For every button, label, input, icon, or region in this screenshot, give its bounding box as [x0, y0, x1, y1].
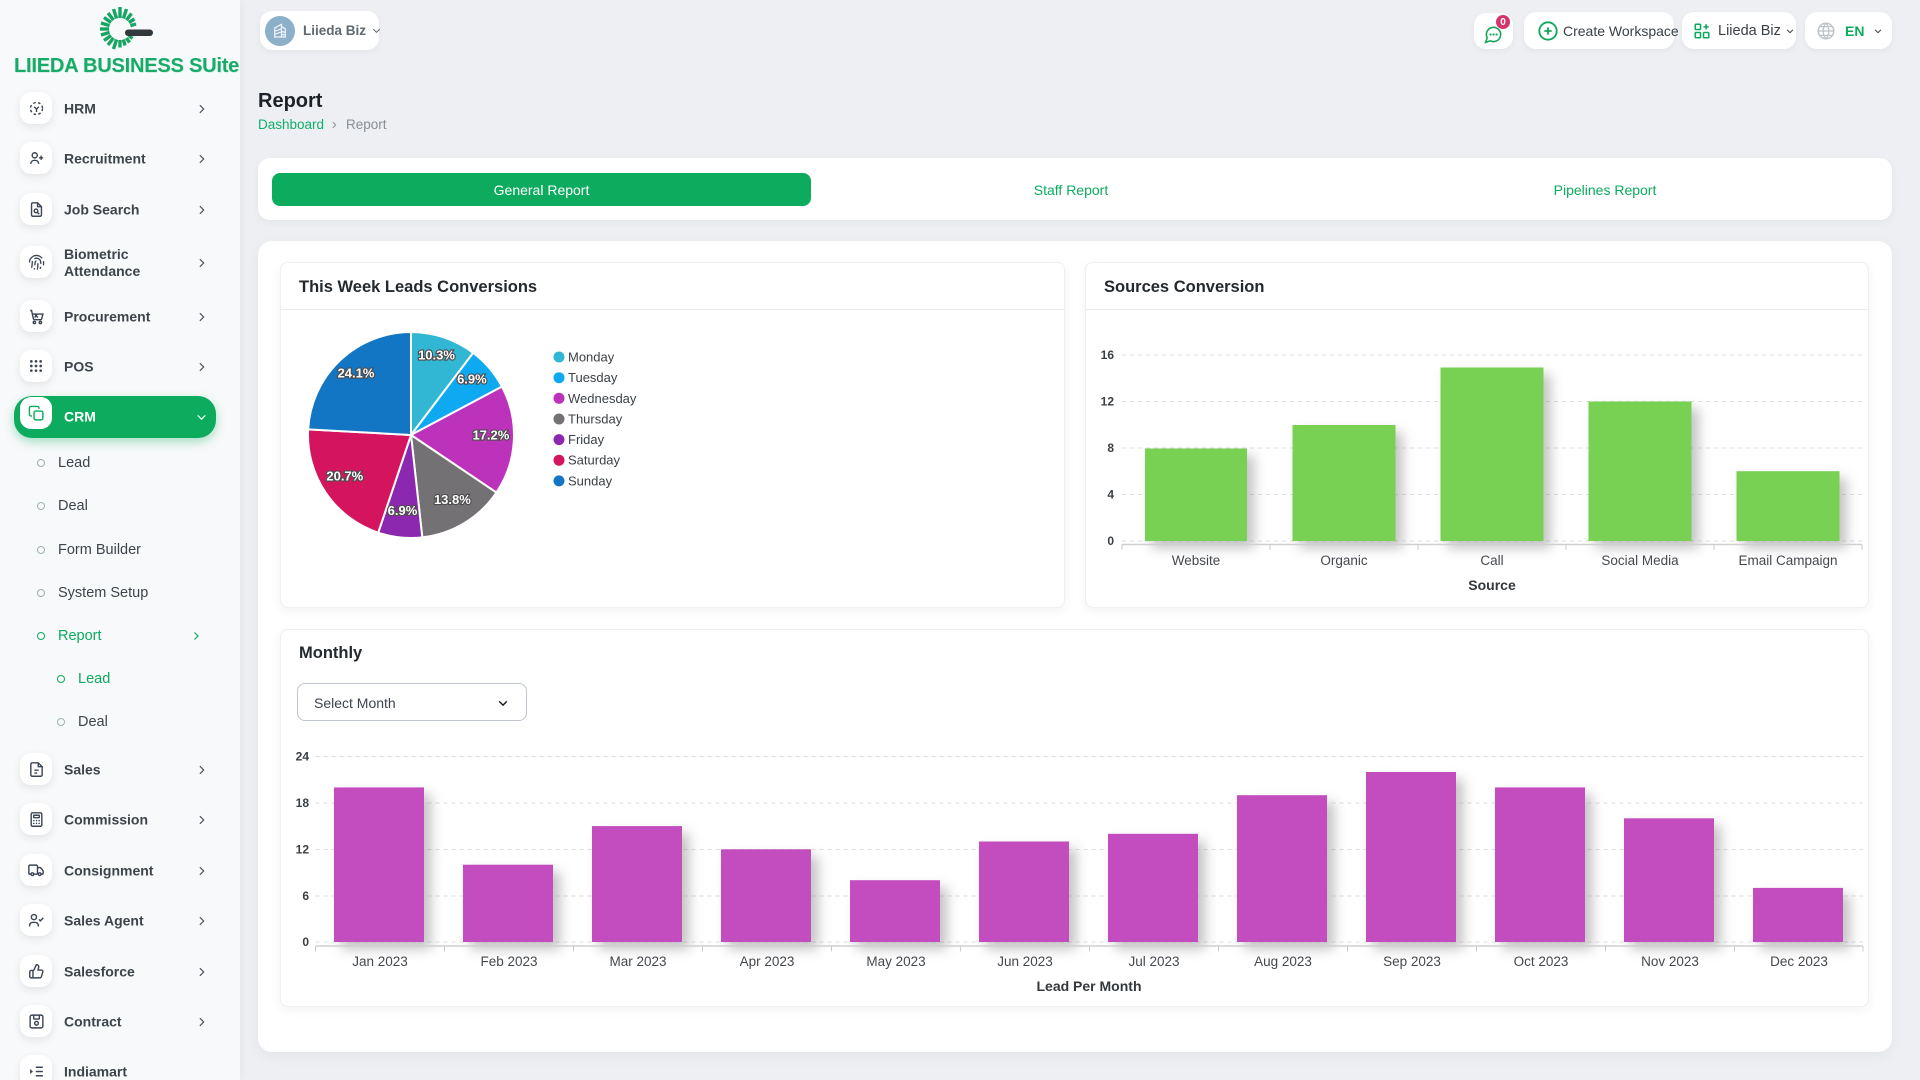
svg-text:Monday: Monday [568, 350, 615, 365]
svg-text:Feb 2023: Feb 2023 [480, 954, 537, 969]
svg-text:10.3%: 10.3% [418, 348, 455, 363]
svg-text:12: 12 [1101, 395, 1115, 409]
svg-text:13.8%: 13.8% [434, 492, 471, 507]
svg-text:Jul 2023: Jul 2023 [1128, 954, 1179, 969]
svg-text:Aug 2023: Aug 2023 [1254, 954, 1312, 969]
svg-text:4: 4 [1107, 488, 1114, 502]
svg-text:Lead Per Month: Lead Per Month [1036, 978, 1141, 994]
svg-text:Jun 2023: Jun 2023 [997, 954, 1053, 969]
svg-text:Social Media: Social Media [1601, 553, 1679, 568]
svg-text:Saturday: Saturday [568, 453, 621, 468]
svg-text:Website: Website [1172, 553, 1221, 568]
svg-text:0: 0 [1107, 534, 1114, 548]
svg-text:6.9%: 6.9% [388, 503, 418, 518]
svg-text:6.9%: 6.9% [457, 372, 487, 387]
svg-text:Organic: Organic [1320, 553, 1368, 568]
svg-text:Email Campaign: Email Campaign [1738, 553, 1837, 568]
svg-text:Mar 2023: Mar 2023 [609, 954, 666, 969]
svg-text:Sunday: Sunday [568, 473, 613, 488]
svg-text:May 2023: May 2023 [866, 954, 925, 969]
svg-text:20.7%: 20.7% [326, 468, 363, 483]
svg-text:0: 0 [302, 935, 309, 949]
svg-text:24.1%: 24.1% [338, 365, 375, 380]
svg-text:Tuesday: Tuesday [568, 370, 618, 385]
svg-text:Thursday: Thursday [568, 412, 623, 427]
svg-text:Wednesday: Wednesday [568, 391, 637, 406]
svg-text:6: 6 [302, 889, 309, 903]
svg-text:Source: Source [1468, 577, 1516, 593]
svg-text:Apr 2023: Apr 2023 [740, 954, 795, 969]
svg-text:Nov 2023: Nov 2023 [1641, 954, 1699, 969]
svg-text:Call: Call [1480, 553, 1503, 568]
svg-text:17.2%: 17.2% [472, 428, 509, 443]
svg-text:16: 16 [1101, 348, 1115, 362]
svg-text:Oct 2023: Oct 2023 [1514, 954, 1569, 969]
svg-text:18: 18 [296, 796, 310, 810]
svg-text:Jan 2023: Jan 2023 [352, 954, 408, 969]
svg-text:12: 12 [296, 843, 310, 857]
svg-text:24: 24 [296, 750, 310, 764]
svg-text:Sep 2023: Sep 2023 [1383, 954, 1441, 969]
svg-text:Friday: Friday [568, 432, 605, 447]
svg-text:Dec 2023: Dec 2023 [1770, 954, 1828, 969]
svg-text:8: 8 [1107, 441, 1114, 455]
